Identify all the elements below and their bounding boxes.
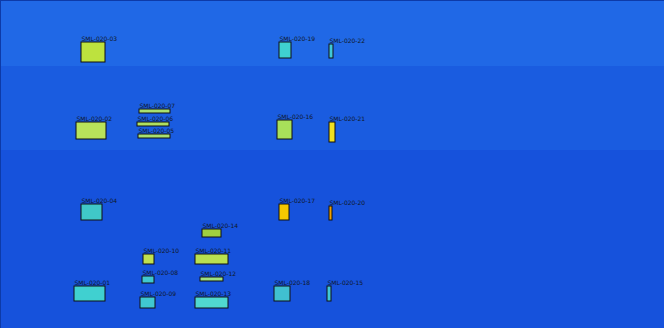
svg-text:SML-020-04: SML-020-04	[82, 197, 118, 204]
svg-text:SML-020-12: SML-020-12	[201, 270, 237, 277]
svg-text:SML-020-17: SML-020-17	[280, 197, 316, 204]
svg-text:SML-020-06: SML-020-06	[138, 115, 174, 122]
svg-text:SML-020-02: SML-020-02	[77, 115, 113, 122]
svg-text:SML-020-20: SML-020-20	[330, 199, 366, 206]
svg-text:SML-020-15: SML-020-15	[328, 279, 364, 286]
svg-text:SML-020-21: SML-020-21	[330, 115, 366, 122]
svg-text:SML-020-05: SML-020-05	[139, 127, 175, 134]
svg-text:SML-020-03: SML-020-03	[82, 35, 118, 42]
svg-text:SML-020-22: SML-020-22	[330, 37, 366, 44]
svg-text:SML-020-11: SML-020-11	[196, 247, 232, 254]
svg-text:SML-020-08: SML-020-08	[143, 269, 179, 276]
svg-text:SML-020-10: SML-020-10	[144, 247, 180, 254]
svg-text:SML-020-07: SML-020-07	[140, 102, 176, 109]
svg-text:SML-020-16: SML-020-16	[278, 113, 314, 120]
svg-text:SML-020-14: SML-020-14	[203, 222, 239, 229]
svg-text:SML-020-01: SML-020-01	[75, 279, 111, 286]
svg-text:SML-020-19: SML-020-19	[280, 35, 316, 42]
svg-text:SML-020-13: SML-020-13	[196, 290, 232, 297]
svg-text:SML-020-09: SML-020-09	[141, 290, 177, 297]
svg-text:SML-020-18: SML-020-18	[275, 279, 311, 286]
